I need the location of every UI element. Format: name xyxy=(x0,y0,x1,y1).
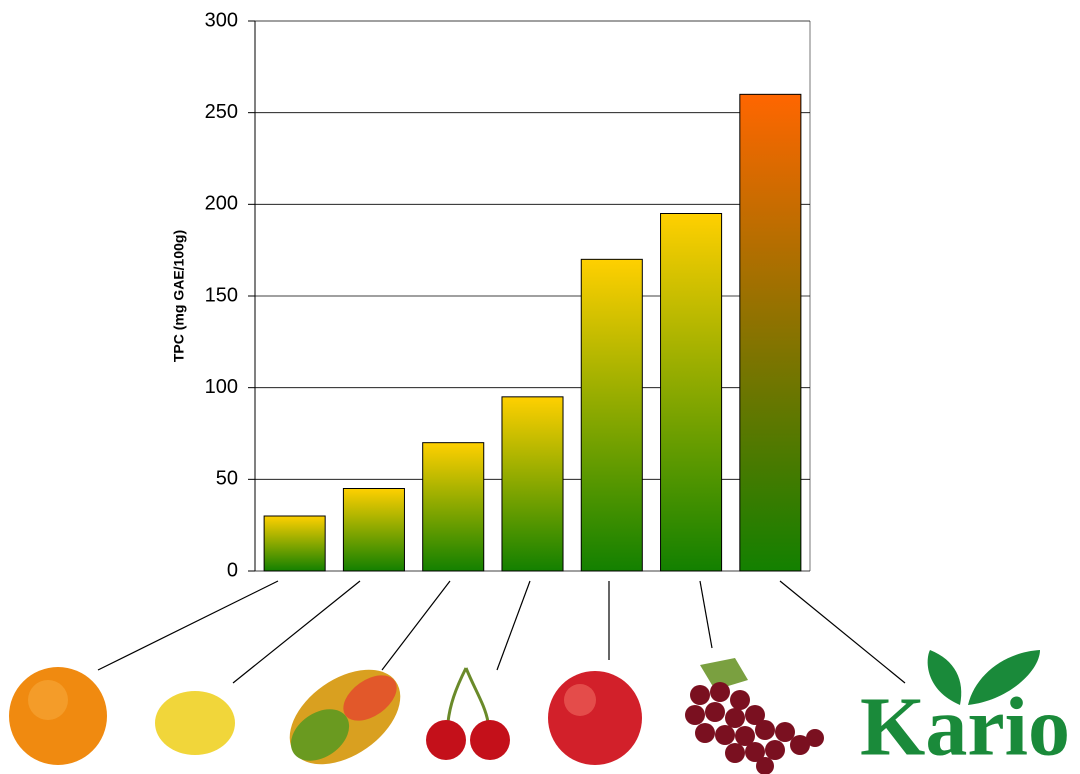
bar xyxy=(422,442,485,572)
bar xyxy=(342,488,405,572)
y-axis-label: TPC (mg GAE/100g) xyxy=(171,230,187,362)
y-tick-label: 100 xyxy=(205,376,238,398)
y-tick-label: 300 xyxy=(205,9,238,31)
bar xyxy=(739,93,802,572)
y-tick-label: 0 xyxy=(227,559,238,581)
bar xyxy=(501,396,564,572)
connectors xyxy=(97,580,906,684)
bar xyxy=(580,258,643,572)
bar xyxy=(660,213,723,572)
bar xyxy=(263,515,326,572)
logo-text: Kario xyxy=(860,680,1070,773)
y-tick-label: 150 xyxy=(205,284,238,306)
y-tick-label: 50 xyxy=(216,468,238,490)
fruit-images xyxy=(9,650,1040,774)
y-tick-label: 250 xyxy=(205,101,238,123)
y-tick-label: 200 xyxy=(205,193,238,215)
